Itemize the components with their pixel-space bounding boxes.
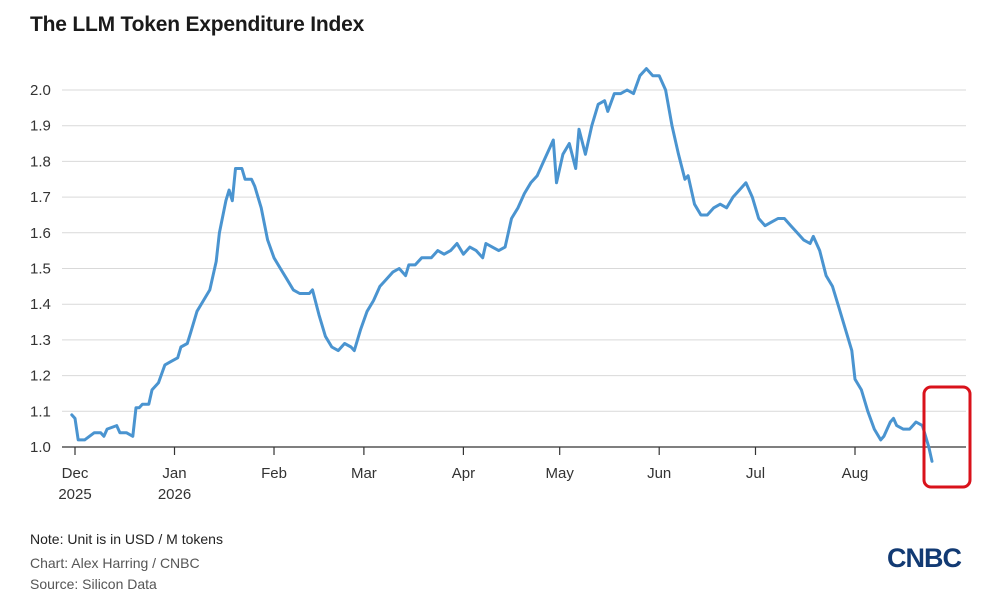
y-axis-ticks: 2.0 1.9 1.8 1.7 1.6 1.5 1.4 1.3 1.2 1.1 1.0 xyxy=(30,82,51,456)
y-tick-label: 1.3 xyxy=(30,332,51,349)
series-layer xyxy=(70,67,934,463)
cnbc-logo: CNBC xyxy=(887,543,962,573)
x-tick-label: Apr xyxy=(452,465,475,482)
highlight-box xyxy=(922,385,972,489)
y-tick-label: 1.0 xyxy=(30,439,51,456)
y-tick-label: 1.5 xyxy=(30,261,51,278)
x-tick-label: Jul xyxy=(746,465,765,482)
highlight-layer xyxy=(922,385,972,489)
series-line xyxy=(70,67,934,463)
x-tick-label: Feb xyxy=(261,465,287,482)
y-tick-label: 1.1 xyxy=(30,403,51,420)
line-chart: 2.0 1.9 1.8 1.7 1.6 1.5 1.4 1.3 1.2 1.1 1.0 Dec 202… xyxy=(30,67,972,503)
y-tick-label: 1.8 xyxy=(30,153,51,170)
x-axis-ticks: Dec 2025 Jan 2026 Feb Mar Apr May Jun Jul Aug xyxy=(58,447,868,503)
y-tick-label: 1.2 xyxy=(30,368,51,385)
x-tick-year-label: 2025 xyxy=(58,486,91,503)
x-tick-label: Jan xyxy=(162,465,186,482)
chart-credit: Chart: Alex Harring / CNBC xyxy=(30,555,200,571)
y-tick-label: 1.4 xyxy=(30,296,51,313)
x-tick-label: Mar xyxy=(351,465,377,482)
y-tick-label: 1.7 xyxy=(30,189,51,206)
chart-source: Source: Silicon Data xyxy=(30,576,157,592)
x-tick-label: May xyxy=(546,465,575,482)
x-tick-label: Dec xyxy=(62,465,89,482)
y-tick-label: 1.9 xyxy=(30,118,51,135)
y-tick-label: 1.6 xyxy=(30,225,51,242)
x-tick-label: Jun xyxy=(647,465,671,482)
y-tick-label: 2.0 xyxy=(30,82,51,99)
x-tick-year-label: 2026 xyxy=(158,486,191,503)
x-tick-label: Aug xyxy=(842,465,869,482)
gridlines xyxy=(62,89,966,448)
chart-title: The LLM Token Expenditure Index xyxy=(30,13,365,36)
chart-note: Note: Unit is in USD / M tokens xyxy=(30,531,223,547)
